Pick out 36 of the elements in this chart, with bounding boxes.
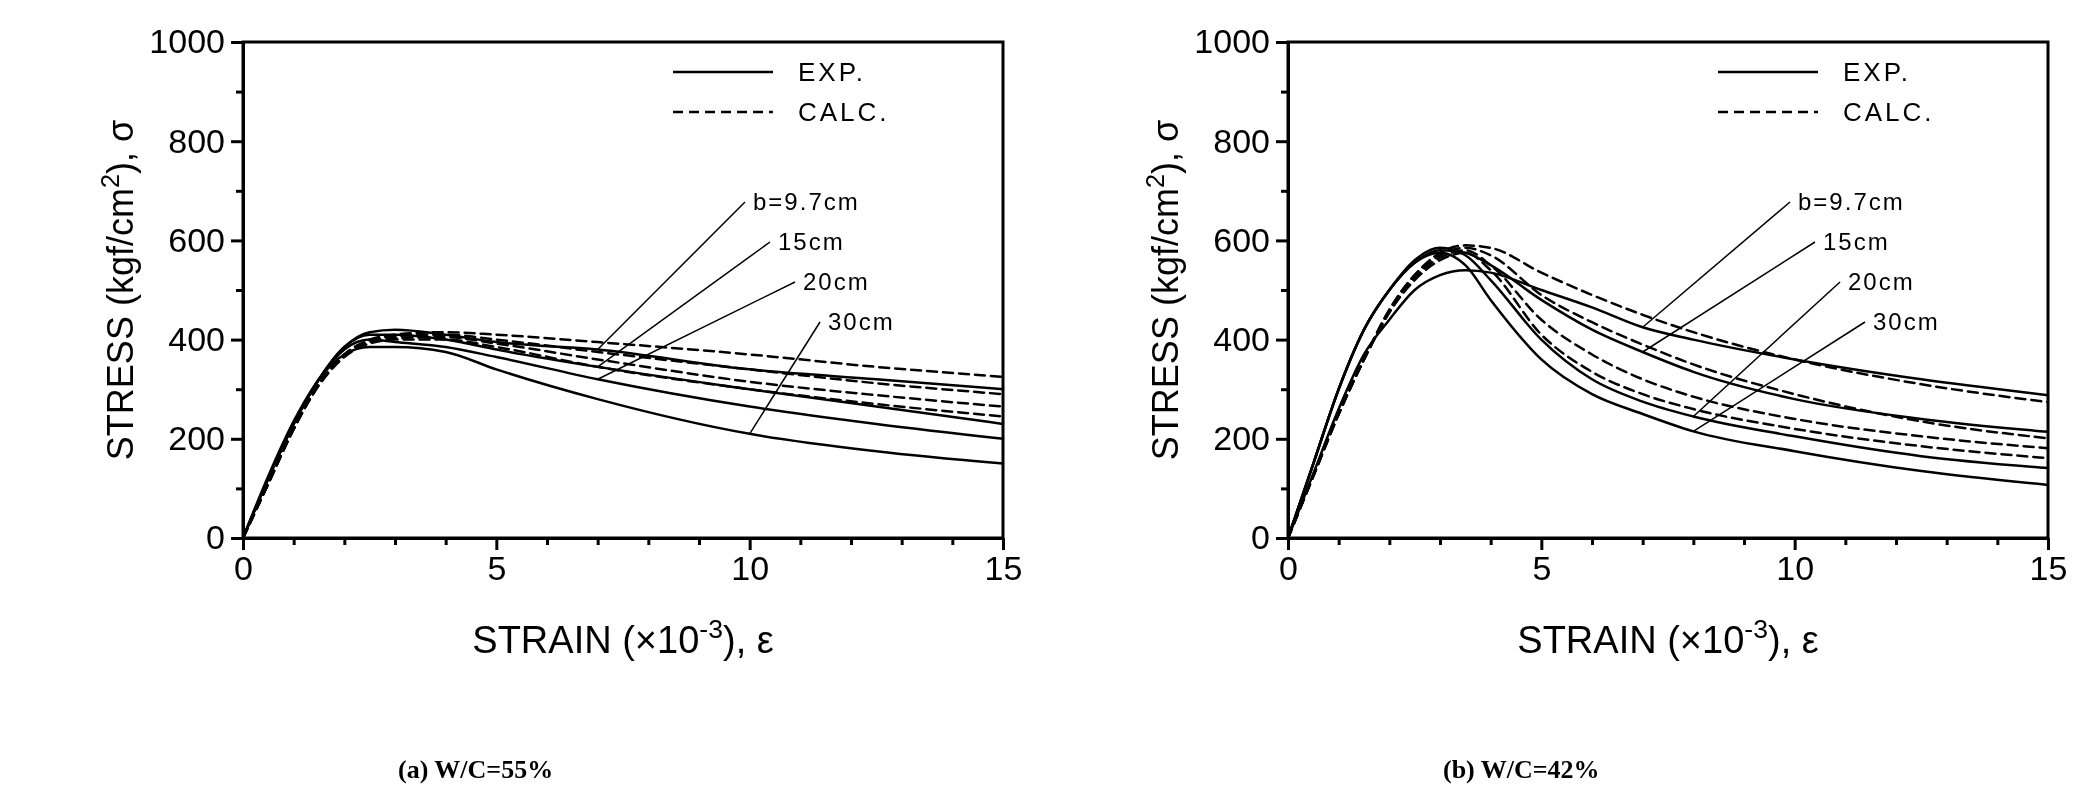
y-tick-label: 400 xyxy=(1213,319,1270,358)
x-tick-label: 15 xyxy=(984,549,1023,588)
y-tick-label: 600 xyxy=(1213,220,1270,259)
y-tick-label: 600 xyxy=(168,220,225,259)
legend-label: CALC. xyxy=(1843,97,1935,128)
x-tick-label: 15 xyxy=(2029,549,2068,588)
legend-label: EXP. xyxy=(1843,57,1911,88)
annotation: 20cm xyxy=(803,268,870,296)
x-tick-label: 0 xyxy=(234,549,253,588)
y-tick-label: 1000 xyxy=(1194,22,1270,61)
y-tick-label: 200 xyxy=(1213,419,1270,458)
text: (a) W/C=55% xyxy=(398,755,554,784)
annotation: b=9.7cm xyxy=(1798,188,1905,216)
x-tick-label: 5 xyxy=(487,549,507,588)
annotation: 30cm xyxy=(1873,308,1940,336)
x-tick-label: 10 xyxy=(731,549,770,588)
x-axis-title: STRAIN (×10$^{-3}$), ε xyxy=(472,614,774,661)
annotation: 20cm xyxy=(1848,268,1915,296)
x-axis-title: STRAIN (×10$^{-3}$), ε xyxy=(1517,614,1819,661)
legend-label: CALC. xyxy=(798,97,890,128)
y-tick-label: 800 xyxy=(168,121,225,160)
y-tick-label: 800 xyxy=(1213,121,1270,160)
legend-label: EXP. xyxy=(798,57,866,88)
y-tick-label: 1000 xyxy=(149,22,225,61)
y-tick-label: 0 xyxy=(1251,518,1270,557)
annotation: 15cm xyxy=(1823,228,1890,256)
annotation: b=9.7cm xyxy=(753,188,860,216)
x-tick-label: 10 xyxy=(1776,549,1815,588)
y-tick-label: 400 xyxy=(168,319,225,358)
text: (b) W/C=42% xyxy=(1443,755,1600,784)
x-tick-label: 0 xyxy=(1279,549,1298,588)
x-tick-label: 5 xyxy=(1532,549,1552,588)
annotation: 15cm xyxy=(778,228,845,256)
y-tick-label: 200 xyxy=(168,419,225,458)
y-tick-label: 0 xyxy=(206,518,225,557)
annotation: 30cm xyxy=(828,308,895,336)
